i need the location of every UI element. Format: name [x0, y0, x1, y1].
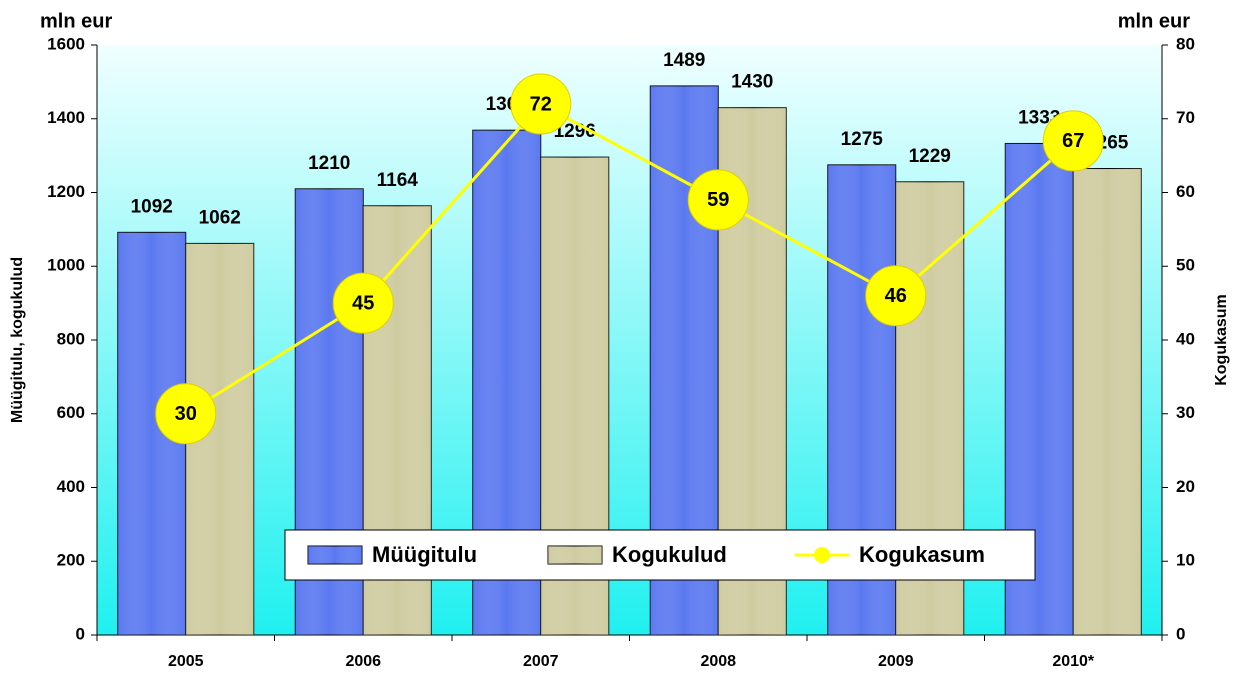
y2-unit: mln eur	[1118, 10, 1190, 32]
data-label: 1275	[841, 129, 884, 150]
line-marker	[332, 272, 394, 334]
y2-tick-label: 80	[1176, 34, 1195, 53]
legend-swatch-shine	[308, 546, 362, 564]
data-label: 1430	[731, 72, 773, 93]
data-label: 45	[352, 292, 374, 314]
line-marker	[155, 383, 217, 445]
y-tick-label: 200	[57, 551, 85, 570]
y-tick-label: 1000	[47, 256, 85, 275]
y2-tick-label: 0	[1176, 624, 1185, 643]
x-tick-label: 2007	[523, 653, 559, 670]
y-tick-label: 1400	[47, 108, 85, 127]
y-tick-label: 1200	[47, 182, 85, 201]
y-tick-label: 400	[57, 477, 85, 496]
y-unit: mln eur	[40, 10, 112, 32]
line-marker	[687, 169, 749, 231]
data-label: 1296	[554, 121, 596, 142]
data-label: 1062	[199, 207, 241, 228]
data-label: 59	[707, 189, 729, 211]
y2-tick-label: 40	[1176, 329, 1195, 348]
x-tick-label: 2010*	[1052, 653, 1095, 670]
data-label: 46	[885, 285, 907, 307]
y2-tick-label: 70	[1176, 108, 1195, 127]
y2-axis-label: Kogukasum	[1213, 294, 1230, 386]
x-tick-label: 2008	[700, 653, 736, 670]
legend-label: Kogukasum	[859, 542, 985, 567]
bar	[1072, 168, 1142, 636]
data-label: 1164	[377, 170, 419, 191]
line-marker	[865, 265, 927, 327]
legend-swatch-shine	[548, 546, 602, 564]
data-label: 1210	[308, 153, 350, 174]
y-tick-label: 1600	[47, 34, 85, 53]
y2-tick-label: 30	[1176, 403, 1195, 422]
data-label: 1489	[663, 50, 705, 71]
legend-marker	[814, 547, 830, 563]
data-label: 1092	[131, 196, 173, 217]
y-tick-label: 600	[57, 403, 85, 422]
legend	[284, 529, 1036, 581]
line-marker	[510, 73, 572, 135]
y2-tick-label: 20	[1176, 477, 1195, 496]
y-axis-label: Müügitulu, kogukulud	[9, 257, 26, 423]
data-label: 72	[530, 93, 552, 115]
legend-label: Kogukulud	[612, 542, 727, 567]
bar-shine	[1073, 168, 1142, 635]
x-tick-label: 2006	[345, 653, 381, 670]
data-label: 1229	[909, 146, 951, 167]
legend-label: Müügitulu	[372, 542, 477, 567]
y2-tick-label: 50	[1176, 256, 1195, 275]
y2-tick-label: 60	[1176, 182, 1195, 201]
line	[184, 102, 1075, 416]
data-label: 67	[1062, 130, 1084, 152]
y-tick-label: 800	[57, 329, 85, 348]
x-tick-label: 2009	[878, 653, 914, 670]
data-label: 30	[175, 403, 197, 425]
y-tick-label: 0	[76, 624, 85, 643]
line-marker	[1042, 110, 1104, 172]
x-tick-label: 2005	[168, 653, 204, 670]
y2-tick-label: 10	[1176, 551, 1195, 570]
